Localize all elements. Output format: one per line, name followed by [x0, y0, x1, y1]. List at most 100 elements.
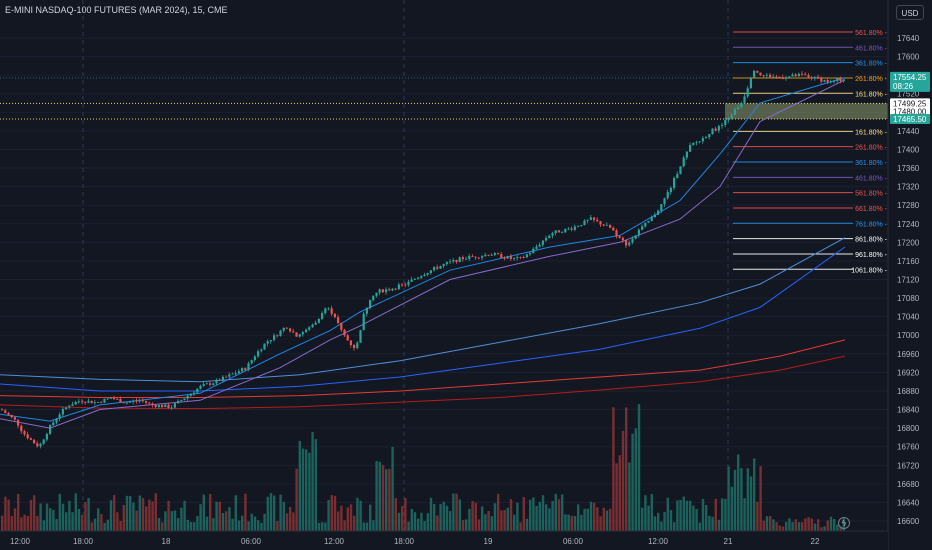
volume-bar: [205, 516, 209, 531]
volume-bar: [106, 519, 109, 531]
lightning-icon[interactable]: ϟ: [838, 517, 850, 529]
volume-bar: [100, 514, 103, 531]
volume-bar: [493, 503, 497, 531]
volume-bar: [394, 498, 397, 531]
candle-body: [439, 265, 442, 269]
volume-bar: [439, 503, 442, 531]
volume-bar: [273, 495, 276, 531]
volume-bar: [349, 504, 353, 531]
volume-bar: [637, 404, 641, 531]
candle-body: [353, 344, 356, 349]
volume-bar: [122, 504, 125, 531]
fib-label: 661.80% -: [855, 206, 888, 213]
candle-body: [356, 342, 359, 349]
candle-body: [132, 400, 135, 402]
candle-body: [135, 400, 138, 402]
candle-body: [647, 220, 650, 223]
candle-body: [679, 166, 682, 174]
candle-body: [247, 363, 250, 370]
candle-body: [833, 81, 836, 82]
candle-body: [36, 443, 39, 447]
volume-bar: [490, 516, 493, 531]
candle-body: [148, 402, 151, 404]
volume-bar: [775, 522, 778, 531]
candle-body: [29, 438, 32, 440]
volume-bar: [653, 516, 657, 531]
fib-label: 1061.80% -: [851, 267, 887, 274]
fib-label: 361.80% -: [855, 61, 888, 68]
volume-bar: [833, 518, 836, 531]
volume-bar: [109, 500, 113, 531]
volume-bar: [311, 431, 314, 531]
volume-bar: [737, 454, 740, 531]
volume-bar: [33, 495, 36, 531]
volume-bar: [196, 516, 199, 531]
candle-body: [813, 76, 816, 79]
price-tick-label: 16920: [897, 368, 920, 377]
candle-body: [301, 332, 304, 335]
volume-bar: [125, 495, 129, 531]
candle-body: [807, 75, 810, 78]
volume-bar: [788, 518, 791, 531]
volume-bar: [71, 512, 74, 531]
volume-bar: [781, 526, 785, 531]
candle-body: [573, 226, 576, 230]
candle-body: [532, 248, 535, 254]
price-tick-label: 16720: [897, 461, 920, 470]
candle-body: [266, 341, 269, 344]
volume-bar: [810, 518, 813, 531]
candle-body: [538, 244, 541, 247]
volume-bar: [756, 501, 759, 531]
volume-bar: [813, 523, 817, 531]
candle-body: [500, 254, 503, 258]
volume-bar: [375, 461, 378, 531]
price-tick-label: 16840: [897, 406, 920, 415]
candle-body: [193, 392, 196, 394]
candle-body: [129, 401, 132, 403]
volume-bar: [250, 513, 253, 531]
candle-body: [202, 384, 205, 386]
volume-bar: [157, 517, 161, 531]
volume-bar: [772, 519, 775, 531]
volume-bar: [170, 511, 173, 531]
candle-body: [253, 356, 256, 361]
candle-body: [337, 317, 340, 323]
candle-body: [250, 360, 253, 364]
candle-body: [746, 88, 749, 97]
volume-bar: [804, 518, 807, 531]
candle-body: [727, 117, 730, 121]
candle-body: [753, 70, 756, 78]
candle-body: [154, 405, 157, 407]
volume-bar: [234, 495, 237, 531]
candle-body: [570, 228, 573, 230]
volume-bar: [727, 466, 730, 531]
candle-body: [580, 225, 583, 227]
volume-bar: [743, 498, 746, 531]
candle-body: [769, 74, 772, 78]
candle-body: [772, 76, 775, 78]
candle-body: [541, 240, 544, 245]
candle-body: [375, 292, 378, 296]
time-axis: 12:00 18:00 18 06:00 12:00 18:00 19 06:00 12:00 2…: [0, 530, 888, 550]
volume-bar: [13, 508, 17, 531]
time-tick-label: 06:00: [241, 537, 262, 546]
currency-selector[interactable]: USD: [896, 5, 924, 20]
candle-body: [724, 120, 727, 126]
candle-body: [100, 401, 103, 403]
candle-body: [372, 295, 375, 301]
candle-body: [676, 173, 679, 178]
volume-bar: [823, 526, 826, 531]
candle-body: [20, 425, 23, 432]
volume-bar: [385, 469, 388, 531]
candle-body: [711, 128, 714, 135]
volume-bar: [202, 494, 205, 531]
volume-bar: [503, 510, 506, 531]
candle-body: [23, 431, 26, 435]
candle-body: [279, 330, 282, 336]
candle-body: [426, 273, 429, 275]
candle-body: [669, 187, 672, 193]
volume-bar: [567, 514, 570, 531]
volume-bar: [807, 517, 810, 531]
volume-bar: [244, 493, 247, 531]
